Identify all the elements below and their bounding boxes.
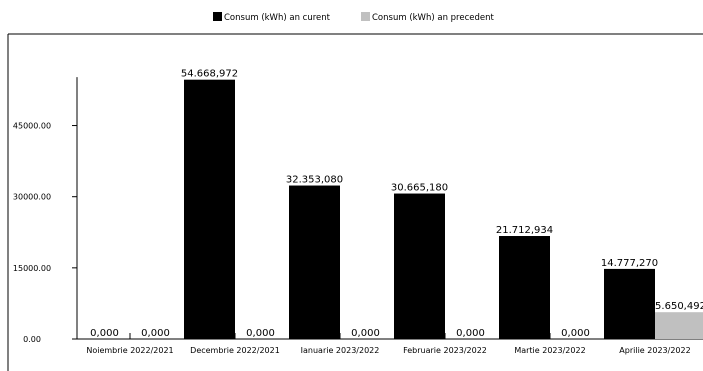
legend-swatch-an-precedent [361, 12, 370, 21]
bar-value-label: 0,000 [246, 328, 275, 339]
bar-an-curent [184, 79, 235, 340]
bar-value-label: 21.712,934 [496, 225, 553, 236]
bar-value-label: 5.650,492 [655, 301, 703, 312]
bar-value-label: 0,000 [456, 328, 485, 339]
y-axis: 0.00 15000.00 30000.00 45000.00 [13, 77, 78, 344]
y-tick-label: 0.00 [23, 335, 41, 344]
y-tick-label: 30000.00 [13, 193, 51, 202]
y-tick-label: 45000.00 [13, 122, 51, 131]
x-tick-label: Martie 2023/2022 [514, 346, 585, 355]
x-tick-label: Decembrie 2022/2021 [190, 346, 280, 355]
bar-value-label: 0,000 [561, 328, 590, 339]
bar-value-label: 0,000 [90, 328, 119, 339]
legend-item-an-curent: Consum (kWh) an curent [213, 11, 330, 25]
bar-value-label: 54.668,972 [181, 69, 238, 80]
x-tick-label: Februarie 2023/2022 [403, 346, 487, 355]
x-tick-label: Ianuarie 2023/2022 [301, 346, 380, 355]
bar-an-curent [394, 193, 445, 339]
bar-value-label: 30.665,180 [391, 183, 448, 194]
bar-an-curent [604, 268, 655, 339]
legend-item-an-precedent: Consum (kWh) an precedent [361, 11, 494, 25]
bar-value-label: 14.777,270 [601, 258, 658, 269]
bar-series [184, 79, 703, 340]
x-tick-label: Aprilie 2023/2022 [619, 346, 690, 355]
bar-value-label: 32.353,080 [286, 175, 343, 186]
bar-an-curent [289, 185, 340, 339]
x-tick-label: Noiembrie 2022/2021 [86, 346, 173, 355]
bar-value-label: 0,000 [351, 328, 380, 339]
bar-value-label: 0,000 [141, 328, 170, 339]
data-labels: 0,000 54.668,972 32.353,080 30.665,180 21.71… [90, 69, 703, 339]
legend-swatch-an-curent [213, 12, 222, 21]
bar-an-precedent [655, 312, 703, 339]
bar-an-curent [499, 236, 550, 339]
legend-label-an-curent: Consum (kWh) an curent [224, 13, 330, 23]
legend-label-an-precedent: Consum (kWh) an precedent [372, 13, 494, 23]
y-tick-label: 15000.00 [13, 264, 51, 273]
chart-legend: Consum (kWh) an curent Consum (kWh) an p… [0, 11, 703, 25]
